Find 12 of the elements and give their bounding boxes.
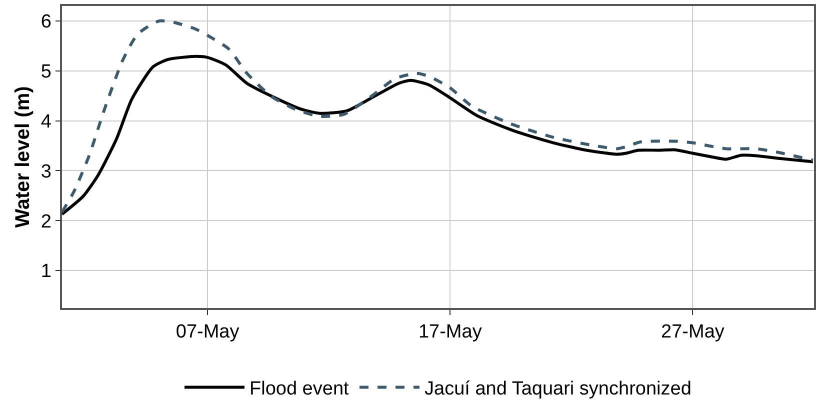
- y-tick-label: 2: [40, 211, 52, 232]
- legend-label: Flood event: [250, 378, 350, 400]
- y-tick-label: 5: [40, 62, 52, 83]
- x-tick-label: 07-May: [176, 322, 240, 343]
- y-tick-label: 4: [40, 111, 52, 132]
- y-tick-label: 6: [40, 12, 52, 33]
- y-axis-title: Water level (m): [12, 86, 34, 228]
- y-tick-label: 3: [40, 161, 52, 182]
- y-tick-label: 1: [40, 261, 52, 282]
- x-tick-label: 27-May: [661, 322, 725, 343]
- x-tick-label: 17-May: [418, 322, 482, 343]
- legend-label: Jacuí and Taquari synchronized: [424, 378, 692, 400]
